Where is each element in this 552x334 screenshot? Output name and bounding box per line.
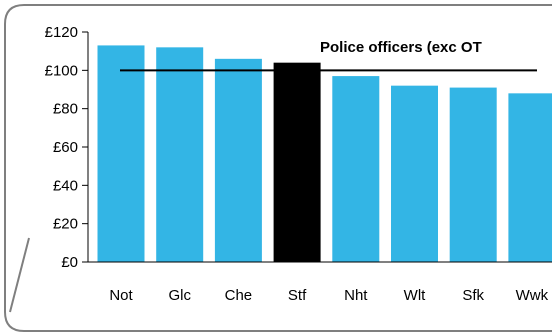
bar-wwk — [508, 93, 552, 262]
bar-not — [97, 45, 145, 262]
bar-sfk — [449, 87, 497, 262]
bar-wlt — [391, 85, 438, 263]
x-tick-label: Wwk — [516, 287, 549, 304]
y-tick-label: £120 — [45, 24, 78, 41]
bar-glc — [156, 47, 204, 263]
y-tick-label: £80 — [53, 101, 78, 118]
y-tick-label: £100 — [45, 62, 78, 79]
x-tick-label: Stf — [288, 287, 307, 304]
frame-accent-line — [9, 237, 30, 313]
x-tick-label: Che — [225, 287, 253, 304]
chart-title: Police officers (exc OT — [320, 39, 482, 56]
bar-stf — [273, 62, 321, 262]
x-tick-label: Nht — [344, 287, 368, 304]
x-tick-label: Wlt — [404, 287, 426, 304]
chart-frame — [4, 4, 552, 332]
x-tick-label: Glc — [168, 287, 191, 304]
y-tick-label: £20 — [53, 216, 78, 233]
y-tick-label: £0 — [61, 254, 78, 271]
bar-che — [214, 58, 262, 263]
x-tick-label: Not — [109, 287, 133, 304]
bar-nht — [332, 76, 380, 262]
x-tick-label: Sfk — [462, 287, 484, 304]
y-tick-label: £60 — [53, 139, 78, 156]
y-tick-label: £40 — [53, 177, 78, 194]
